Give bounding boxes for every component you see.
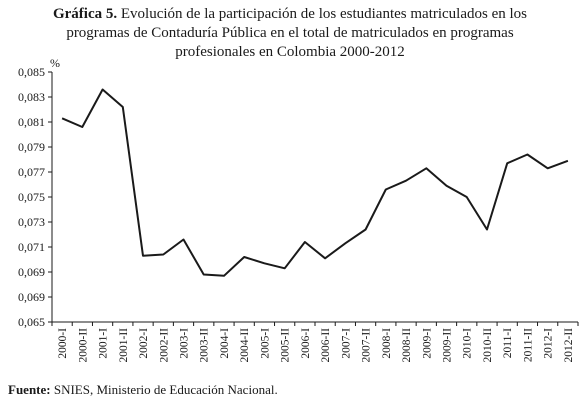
x-tick-label: 2007-II [361, 328, 373, 363]
y-tick-label: 0,065 [18, 315, 45, 329]
source-note: Fuente: SNIES, Ministerio de Educación N… [8, 382, 278, 398]
x-tick-label: 2006-II [320, 328, 332, 363]
x-tick-label: 2008-II [401, 328, 413, 363]
figure-label: Gráfica 5. [52, 6, 118, 22]
x-tick-label: 2005-I [259, 328, 271, 359]
y-tick-label: 0,075 [18, 190, 45, 204]
chart-title: Gráfica 5. Evolución de la participación… [0, 5, 580, 62]
y-tick-label: 0,081 [18, 115, 45, 129]
x-tick-label: 2000-I [57, 328, 69, 359]
y-tick-label: 0,079 [18, 140, 45, 154]
x-tick-label: 2003-I [179, 328, 191, 359]
x-tick-label: 2010-II [482, 328, 494, 363]
x-tick-label: 2003-II [199, 328, 211, 363]
x-tick-label: 2009-I [421, 328, 433, 359]
y-tick-label: 0,083 [18, 90, 45, 104]
source-text: SNIES, Ministerio de Educación Nacional. [50, 382, 278, 397]
y-tick-label: 0,069 [18, 265, 45, 279]
x-tick-label: 2002-I [138, 328, 150, 359]
series-line [61, 88, 569, 277]
y-tick-label: 0,069 [18, 290, 45, 304]
x-tick-label: 2004-II [239, 328, 251, 363]
x-tick-label: 2012-II [563, 328, 575, 363]
x-tick-label: 2007-I [340, 328, 352, 359]
x-tick-label: 2005-II [280, 328, 292, 363]
x-tick-label: 2010-I [462, 328, 474, 359]
y-tick-label: 0,073 [18, 215, 45, 229]
title-line-1: Evolución de la participación de los est… [120, 6, 528, 22]
x-tick-label: 2006-I [300, 328, 312, 359]
y-tick-label: 0,085 [18, 65, 45, 79]
x-tick-label: 2011-II [522, 328, 534, 362]
title-line-3: profesionales en Colombia 2000-2012 [175, 44, 405, 60]
y-tick-label: 0,077 [18, 165, 45, 179]
x-tick-label: 2002-II [158, 328, 170, 363]
x-tick-label: 2001-II [118, 328, 130, 363]
x-tick-label: 2001-I [98, 328, 110, 359]
x-tick-label: 2012-I [543, 328, 555, 359]
y-tick-group: 0,085 0,083 0,081 0,079 0,077 0,075 0,073 0,071… [18, 65, 52, 329]
title-line-2: programas de Contaduría Pública en el to… [66, 25, 514, 41]
y-tick-label: 0,071 [18, 240, 45, 254]
y-axis-unit: % [50, 56, 60, 70]
x-tick-label: 2011-I [502, 328, 514, 358]
x-tick-label: 2009-II [442, 328, 454, 363]
x-tick-label: 2004-I [219, 328, 231, 359]
x-tick-group: 2000-I 2000-II 2001-I 2001-II 2002-I 2002-II 2… [51, 322, 579, 363]
source-label: Fuente: [8, 382, 51, 397]
x-tick-label: 2000-II [77, 328, 89, 363]
x-tick-label: 2008-I [381, 328, 393, 359]
